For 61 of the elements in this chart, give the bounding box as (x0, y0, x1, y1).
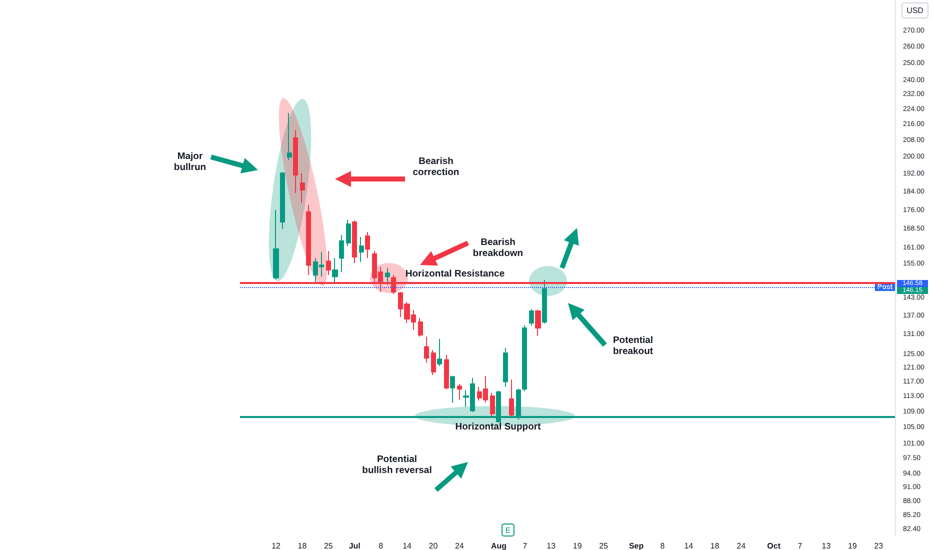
candlestick (444, 354, 449, 390)
annotation: Bearish breakdown (472, 237, 524, 259)
letter-e-icon: E (502, 524, 514, 536)
x-tick-label: 20 (428, 542, 438, 550)
x-tick-label: Oct (767, 542, 781, 550)
y-axis-title: USD (906, 6, 924, 15)
x-tick-label: 24 (736, 542, 746, 550)
x-tick-label: 7 (522, 542, 528, 550)
x-tick-label: 24 (454, 542, 464, 550)
x-tick-label: 25 (324, 542, 334, 550)
x-tick-label: 19 (572, 542, 582, 550)
x-tick-label: 19 (848, 542, 858, 550)
candlestick (529, 308, 534, 326)
candlestick (280, 171, 285, 230)
x-tick-label: 18 (710, 542, 720, 550)
candlestick (522, 324, 527, 392)
candlestick (490, 392, 495, 418)
candlestick (542, 280, 547, 324)
text: Major bullrun (174, 151, 206, 173)
x-tick-label: 12 (272, 542, 282, 550)
candlestick (326, 250, 331, 276)
candlestick (424, 336, 429, 364)
x-tick-label: Sep (628, 542, 644, 550)
candlestick (457, 383, 462, 400)
x-tick-label: Aug (490, 542, 507, 550)
x-tick-label: 23 (874, 542, 884, 550)
candlestick (352, 220, 357, 264)
candlestick (306, 204, 311, 276)
candlestick (437, 338, 442, 366)
candlestick (332, 258, 338, 283)
x-tick-label: 14 (684, 542, 694, 550)
annotation: Potential bullish reversal (362, 454, 432, 476)
candlestick (535, 309, 541, 336)
candlestick (287, 112, 292, 161)
x-tick-label: 18 (298, 542, 308, 550)
candlestick (273, 209, 279, 280)
candlestick (346, 219, 351, 247)
candlestick (300, 172, 305, 204)
x-tick-label: 14 (402, 542, 412, 550)
candlestick (431, 350, 436, 376)
candlestick (503, 348, 508, 388)
candlestick (418, 318, 423, 338)
candlestick (385, 267, 390, 286)
candlestick (365, 231, 370, 259)
annotation: Bearish correction (412, 156, 460, 178)
x-tick-label: 25 (599, 542, 609, 550)
x-tick-label: 8 (378, 542, 384, 550)
candlestick (293, 129, 298, 194)
x-tick-label: 13 (546, 542, 556, 550)
x-tick-label: 8 (660, 542, 666, 550)
candlestick (359, 236, 364, 262)
candlestick (509, 379, 514, 418)
annotation: Horizontal Support (455, 422, 542, 432)
x-tick-label: 13 (822, 542, 832, 550)
x-tick-label: Jul (348, 542, 360, 550)
x-tick-label: 7 (798, 542, 803, 550)
annotation: Potential breakout (612, 335, 654, 357)
candlestick (339, 234, 344, 272)
candlestick (450, 375, 455, 404)
annotation: Horizontal Resistance (405, 268, 505, 280)
annotation: E (505, 526, 511, 535)
